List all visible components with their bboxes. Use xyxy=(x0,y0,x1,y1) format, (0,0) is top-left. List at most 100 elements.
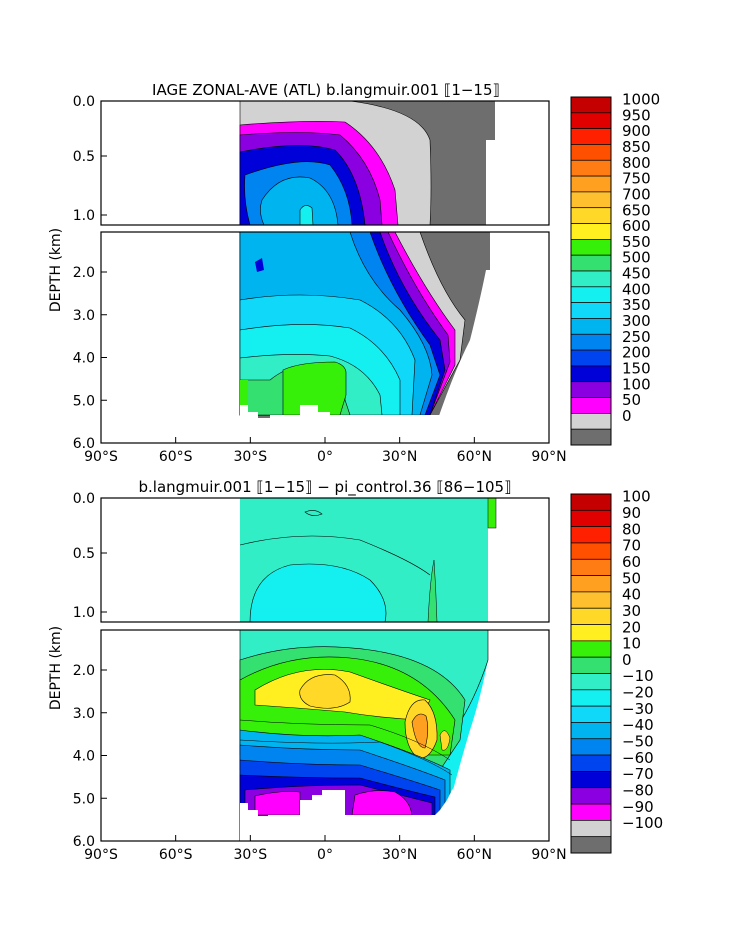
top-upper-frame xyxy=(100,100,550,226)
top-x-ticks: 90°S 60°S 30°S 0° 30°N 60°N 90°N xyxy=(84,437,567,465)
colorbar-label: 750 xyxy=(622,170,651,188)
bottom-deep-ground2 xyxy=(268,780,460,841)
colorbar-label: 50 xyxy=(622,569,641,587)
colorbar-swatch xyxy=(570,640,612,658)
top-deep-ground xyxy=(240,405,270,443)
y-tick-label: 2.0 xyxy=(73,663,95,679)
colorbar-label: 150 xyxy=(622,359,651,377)
x-tick-label: 90°S xyxy=(84,847,118,863)
top-region-core xyxy=(299,205,314,225)
bottom-title: b.langmuir.001 ⟦1−15⟧ − pi_control.36 ⟦8… xyxy=(138,478,511,497)
colorbar-label: 0 xyxy=(622,407,632,425)
colorbar-label: 250 xyxy=(622,328,651,346)
y-tick-label: 2.0 xyxy=(73,265,95,281)
colorbar-label: 800 xyxy=(622,154,651,172)
colorbar-swatch xyxy=(570,175,612,193)
x-tick-label: 60°S xyxy=(159,449,193,465)
colorbar-label: −100 xyxy=(622,814,663,832)
colorbar-swatch xyxy=(570,349,612,367)
x-tick-label: 60°S xyxy=(159,847,193,863)
x-tick-label: 30°S xyxy=(233,847,267,863)
bottom-region-minus20-minus10 xyxy=(249,563,387,622)
colorbar-swatch xyxy=(570,397,612,414)
colorbar-label: 650 xyxy=(622,201,651,219)
bottom-panel: b.langmuir.001 ⟦1−15⟧ − pi_control.36 ⟦8… xyxy=(48,478,663,863)
colorbar-swatch xyxy=(570,558,612,576)
x-tick-label: 60°N xyxy=(457,847,492,863)
bottom-y-ticks: 0.0 0.5 1.0 2.0 3.0 4.0 5.0 6.0 xyxy=(73,491,107,850)
colorbar-swatch xyxy=(570,128,612,145)
colorbar-swatch xyxy=(570,820,612,838)
y-tick-label: 4.0 xyxy=(73,351,95,367)
bottom-y-label: DEPTH (km) xyxy=(48,626,64,710)
colorbar-label: −70 xyxy=(622,765,654,783)
colorbar-swatch xyxy=(570,607,612,625)
colorbar-swatch xyxy=(570,286,612,303)
colorbar-label: 500 xyxy=(622,249,651,267)
colorbar-label: 900 xyxy=(622,122,651,140)
colorbar-swatch xyxy=(570,656,612,674)
colorbar-label: −80 xyxy=(622,781,654,799)
colorbar-label: −50 xyxy=(622,732,654,750)
y-tick-label: 4.0 xyxy=(73,749,95,765)
colorbar-swatch xyxy=(570,365,612,383)
colorbar-swatch xyxy=(570,270,612,288)
top-upper-field xyxy=(239,101,496,225)
bottom-deep-white-edge xyxy=(440,660,549,841)
colorbar-label: 950 xyxy=(622,106,651,124)
colorbar-label: −90 xyxy=(622,798,654,816)
colorbar-swatch xyxy=(570,624,612,642)
colorbar-label: 450 xyxy=(622,265,651,283)
y-tick-label: 0.0 xyxy=(73,94,95,110)
x-tick-label: 90°N xyxy=(531,847,566,863)
x-tick-label: 30°S xyxy=(233,449,267,465)
bottom-deep-minus80-mid xyxy=(351,790,413,816)
colorbar-swatch xyxy=(570,96,612,114)
colorbar-label: −20 xyxy=(622,684,654,702)
colorbar-swatch xyxy=(570,207,612,224)
colorbar-label: 80 xyxy=(622,520,641,538)
bottom-deep-ground xyxy=(240,803,268,841)
y-tick-label: 1.0 xyxy=(73,605,95,621)
top-y-ticks: 0.0 0.5 1.0 2.0 3.0 4.0 5.0 6.0 xyxy=(73,94,107,452)
colorbar-label: −10 xyxy=(622,667,654,685)
colorbar-label: 100 xyxy=(622,375,651,393)
colorbar-swatch xyxy=(570,542,612,560)
colorbar-label: 700 xyxy=(622,185,651,203)
colorbar-label: 20 xyxy=(622,618,641,636)
colorbar-swatch xyxy=(570,428,612,446)
colorbar-swatch xyxy=(570,836,612,854)
bottom-strip-green xyxy=(487,498,497,529)
y-tick-label: 0.5 xyxy=(73,149,95,165)
colorbar-swatch xyxy=(570,673,612,691)
x-tick-label: 30°N xyxy=(382,847,417,863)
colorbar-swatch xyxy=(570,738,612,756)
top-deep-spot xyxy=(255,258,264,272)
top-lower-field xyxy=(239,232,490,443)
colorbar-swatch xyxy=(570,333,612,351)
bottom-deep-small-yellow xyxy=(439,730,451,751)
colorbar-swatch xyxy=(570,705,612,723)
x-tick-label: 0° xyxy=(317,449,333,465)
colorbar-swatch xyxy=(570,239,612,256)
y-tick-label: 5.0 xyxy=(73,393,95,409)
colorbar-label: 70 xyxy=(622,537,641,555)
colorbar-swatch xyxy=(570,144,612,161)
colorbar-label: −40 xyxy=(622,716,654,734)
top-deep-ridge xyxy=(300,405,330,418)
bottom-x-ticks: 90°S 60°S 30°S 0° 30°N 60°N 90°N xyxy=(84,835,567,863)
colorbar-swatch xyxy=(570,526,612,544)
y-tick-label: 3.0 xyxy=(73,706,95,722)
colorbar-swatch xyxy=(570,803,612,821)
colorbar-swatch xyxy=(570,381,612,398)
bottom-upper-field xyxy=(239,498,497,622)
colorbar-swatch xyxy=(570,509,612,527)
colorbar-label: 600 xyxy=(622,217,651,235)
colorbar-swatch xyxy=(570,591,612,609)
colorbar-label: 300 xyxy=(622,312,651,330)
bottom-lower-field xyxy=(239,630,549,841)
y-tick-label: 6.0 xyxy=(73,834,95,850)
y-tick-label: 0.0 xyxy=(73,491,95,507)
colorbar-frame xyxy=(570,96,612,446)
colorbar-label: 550 xyxy=(622,233,651,251)
